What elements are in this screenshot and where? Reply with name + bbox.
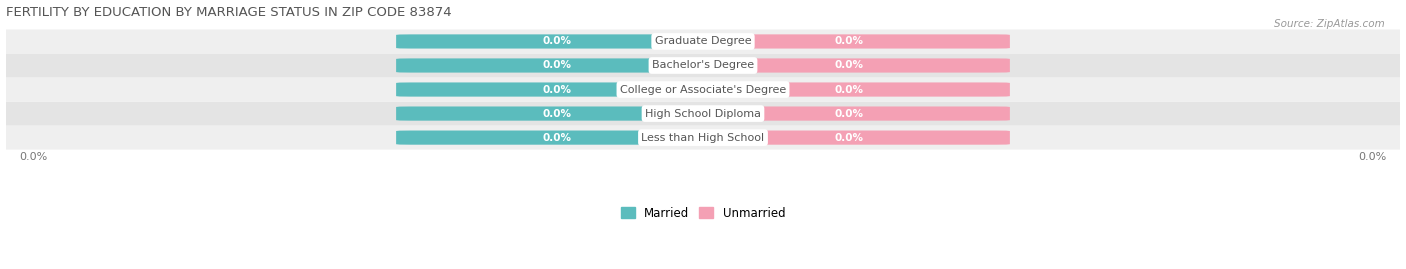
FancyBboxPatch shape [0, 29, 1406, 54]
Text: Less than High School: Less than High School [641, 133, 765, 143]
Text: High School Diploma: High School Diploma [645, 109, 761, 119]
Text: 0.0%: 0.0% [835, 133, 863, 143]
FancyBboxPatch shape [0, 126, 1406, 150]
Text: Bachelor's Degree: Bachelor's Degree [652, 61, 754, 70]
FancyBboxPatch shape [396, 130, 717, 145]
Text: 0.0%: 0.0% [20, 152, 48, 162]
Text: 0.0%: 0.0% [1358, 152, 1386, 162]
FancyBboxPatch shape [396, 82, 717, 97]
Text: 0.0%: 0.0% [543, 37, 571, 47]
Text: 0.0%: 0.0% [835, 84, 863, 94]
FancyBboxPatch shape [0, 77, 1406, 102]
Text: 0.0%: 0.0% [835, 61, 863, 70]
Text: 0.0%: 0.0% [835, 109, 863, 119]
FancyBboxPatch shape [0, 102, 1406, 126]
Text: 0.0%: 0.0% [543, 109, 571, 119]
Text: 0.0%: 0.0% [543, 84, 571, 94]
FancyBboxPatch shape [689, 130, 1010, 145]
Legend: Married, Unmarried: Married, Unmarried [616, 202, 790, 224]
FancyBboxPatch shape [689, 34, 1010, 48]
FancyBboxPatch shape [689, 58, 1010, 73]
Text: 0.0%: 0.0% [543, 133, 571, 143]
Text: FERTILITY BY EDUCATION BY MARRIAGE STATUS IN ZIP CODE 83874: FERTILITY BY EDUCATION BY MARRIAGE STATU… [6, 6, 451, 19]
FancyBboxPatch shape [689, 82, 1010, 97]
Text: Graduate Degree: Graduate Degree [655, 37, 751, 47]
FancyBboxPatch shape [689, 107, 1010, 121]
Text: Source: ZipAtlas.com: Source: ZipAtlas.com [1274, 19, 1385, 29]
FancyBboxPatch shape [396, 34, 717, 48]
FancyBboxPatch shape [396, 107, 717, 121]
FancyBboxPatch shape [396, 58, 717, 73]
Text: 0.0%: 0.0% [835, 37, 863, 47]
Text: 0.0%: 0.0% [543, 61, 571, 70]
FancyBboxPatch shape [0, 54, 1406, 77]
Text: College or Associate's Degree: College or Associate's Degree [620, 84, 786, 94]
